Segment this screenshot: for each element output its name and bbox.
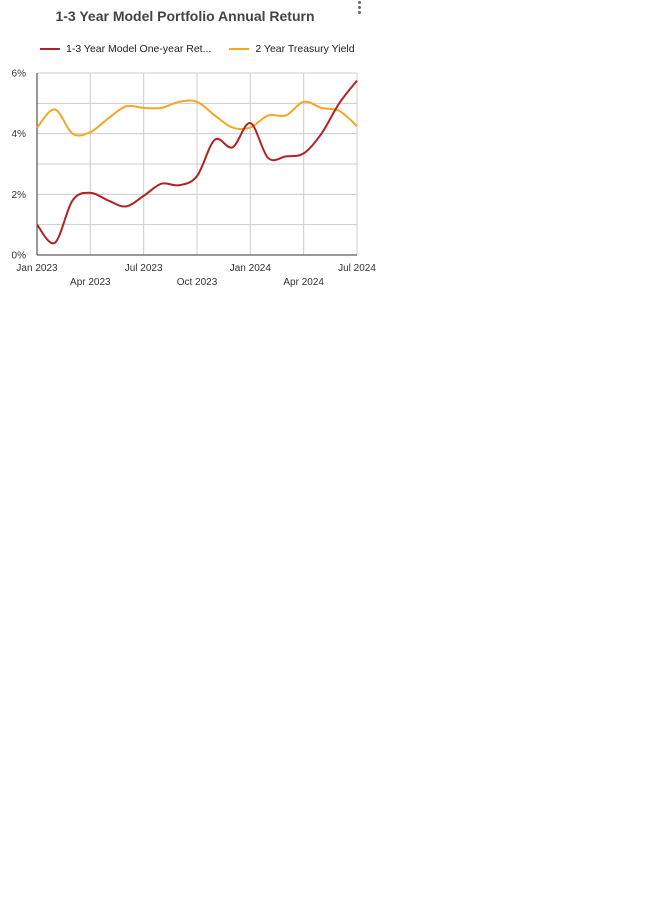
x-tick-label: Apr 2024 [283,277,324,288]
y-tick-label: 2% [12,190,27,201]
y-tick-label: 6% [12,69,27,80]
x-tick-label: Jan 2024 [230,263,272,274]
legend-item-model-return[interactable]: 1-3 Year Model One-year Ret... [40,43,211,55]
line-chart: 0% 2% 4% 6% Jan 2023 Jul 2023 Jan 2024 Jul 2024… [12,69,377,289]
y-tick-label: 0% [12,251,27,262]
more-options-button[interactable] [352,0,366,18]
x-tick-label: Jul 2024 [338,263,376,274]
x-tick-label: Jan 2023 [16,263,58,274]
legend-item-treasury-yield[interactable]: 2 Year Treasury Yield [229,43,355,55]
x-tick-label: Oct 2023 [177,277,218,288]
menu-dot-icon [357,1,361,4]
legend-swatch-red [40,48,60,50]
legend-swatch-orange [229,48,250,50]
chart-legend: 1-3 Year Model One-year Ret... 2 Year Tr… [40,43,373,55]
menu-dot-icon [357,11,361,14]
x-tick-label: Apr 2023 [70,277,111,288]
x-tick-label: Jul 2023 [125,263,163,274]
menu-dot-icon [357,6,361,9]
series-line-model-return [36,79,358,245]
series-line-treasury-yield [36,99,358,137]
chart-title: 1-3 Year Model Portfolio Annual Return [55,8,315,24]
y-tick-label: 4% [12,129,27,140]
